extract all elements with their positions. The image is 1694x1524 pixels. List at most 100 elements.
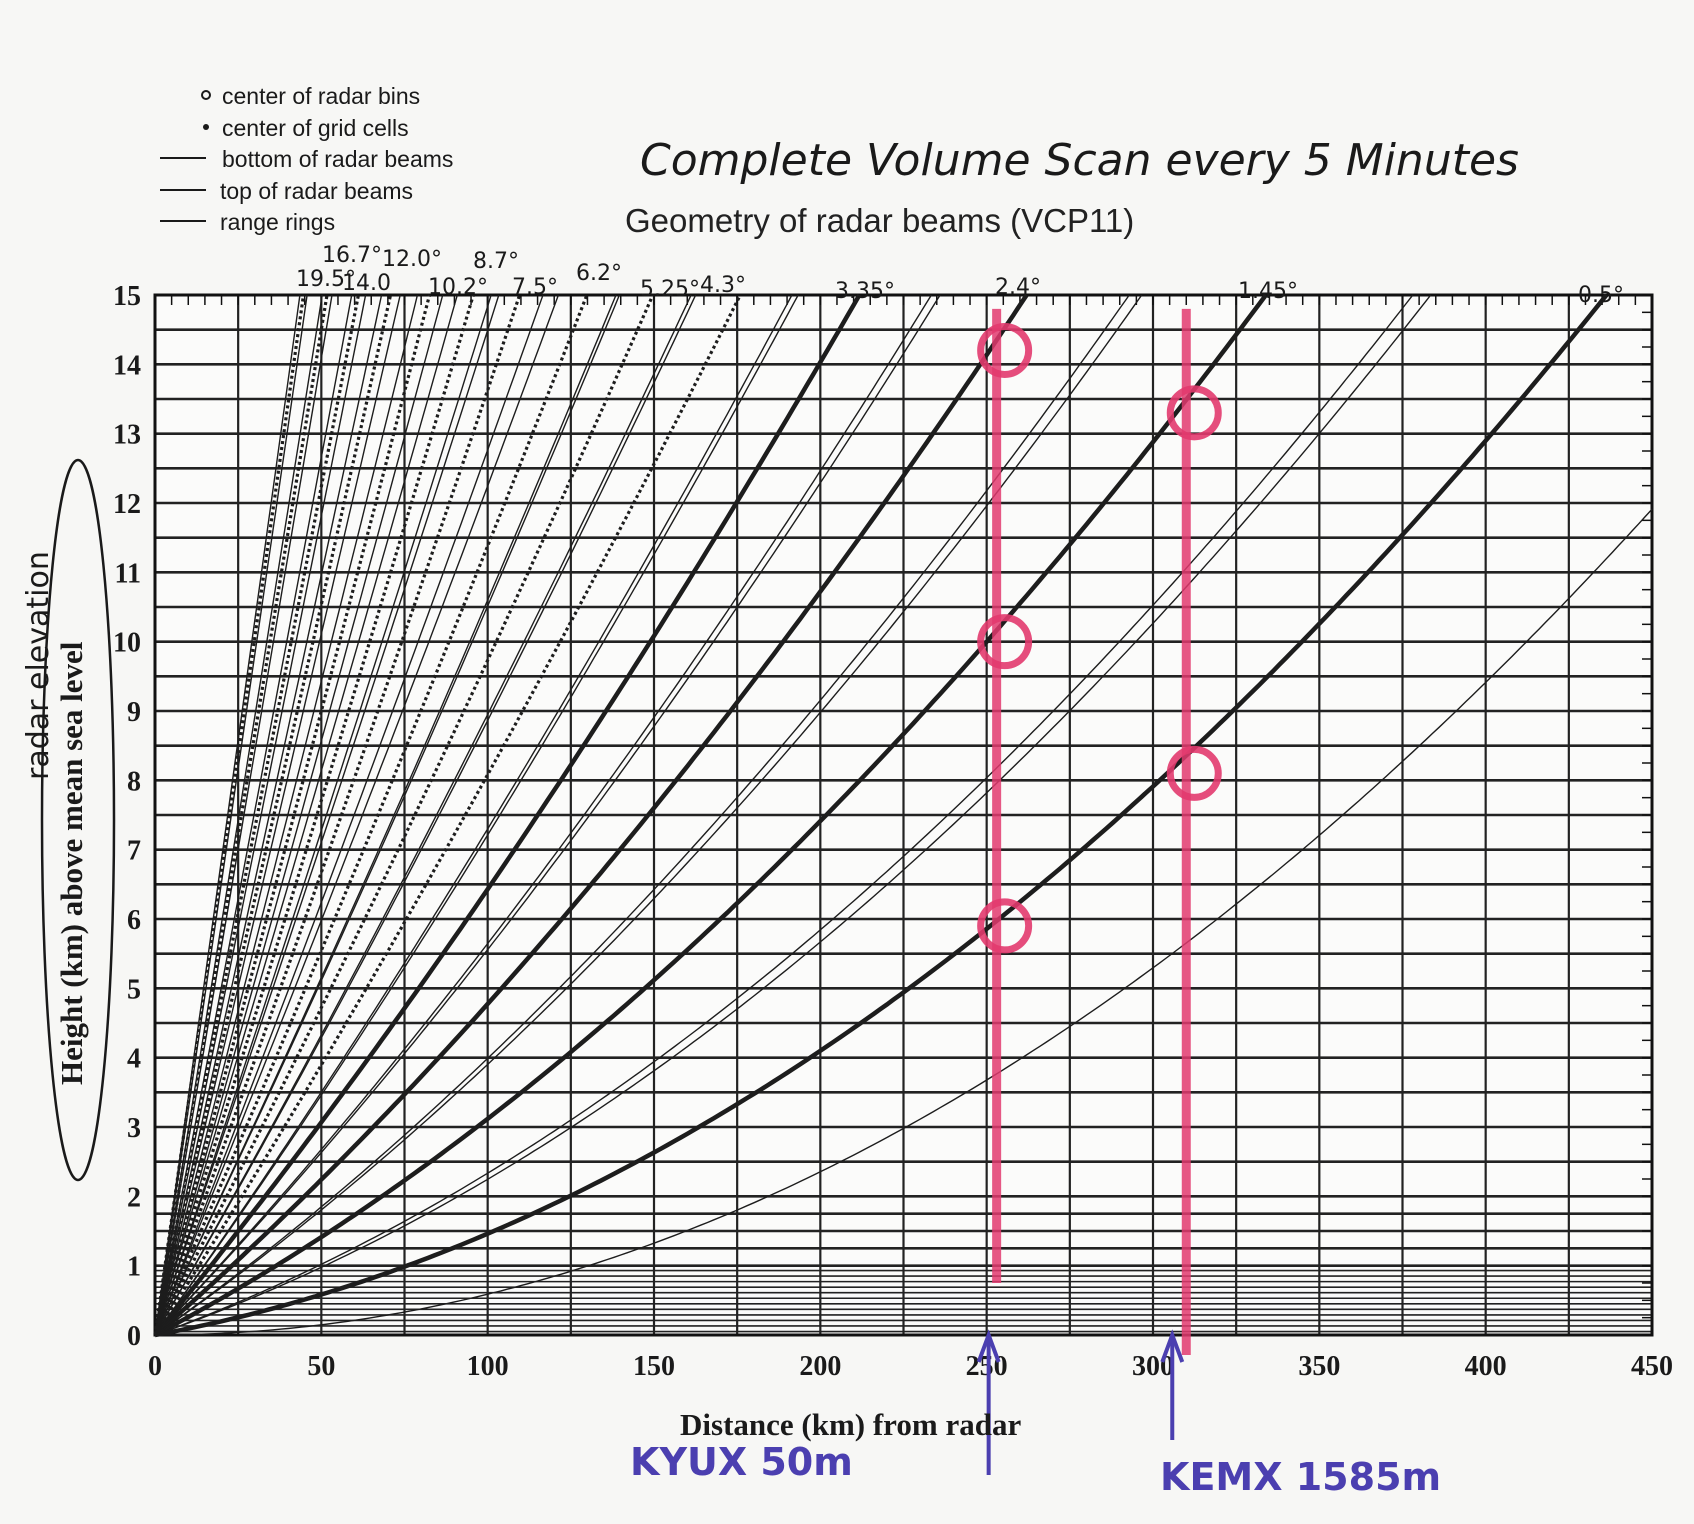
x-tick-label: 300 (1132, 1351, 1174, 1382)
arrow-up-icon (1160, 1329, 1185, 1363)
elevation-angle-label: 19.5° (296, 267, 356, 292)
beam-top-line (154, 294, 932, 1336)
beam-top-line (154, 294, 1414, 1336)
intersection-circle (1166, 385, 1222, 441)
elevation-angle-label: 8.7° (473, 249, 519, 274)
beam-center-line (153, 293, 1268, 1337)
legend-label: range rings (220, 209, 335, 235)
beam-lines (153, 293, 1653, 1338)
beam-top-line (154, 294, 419, 1336)
beam-center-line (153, 294, 522, 1336)
beam-bottom-line (154, 294, 308, 1336)
beam-group (153, 294, 308, 1336)
y-tick-label: 5 (127, 974, 141, 1005)
y-tick-label: 14 (113, 350, 141, 381)
legend-label: top of radar beams (220, 178, 413, 204)
beam-top-line (154, 294, 692, 1336)
beam-group (153, 294, 697, 1336)
beam-group (153, 294, 799, 1336)
intersection-circle (977, 614, 1033, 670)
y-tick-label: 0 (127, 1321, 141, 1352)
legend: center of radar bins center of grid cell… (160, 83, 453, 235)
x-tick-label: 100 (467, 1351, 509, 1382)
beam-top-line (154, 294, 458, 1336)
legend-item: top of radar beams (160, 178, 413, 204)
station-label: KEMX 1585m (1160, 1455, 1441, 1499)
beam-bottom-line (155, 508, 1653, 1336)
intersection-circle (977, 898, 1033, 954)
beam-group (153, 293, 941, 1337)
beam-group (153, 294, 544, 1336)
legend-label: center of radar bins (222, 83, 420, 109)
beam-center-line (153, 293, 862, 1337)
x-tick-label: 450 (1631, 1351, 1673, 1382)
beam-group (153, 294, 367, 1336)
elevation-angle-label: 5.25° (640, 277, 700, 302)
plot-frame (153, 293, 1654, 1337)
x-tick-label: 350 (1298, 1351, 1340, 1382)
intersection-circle (977, 322, 1033, 378)
elevation-angle-label: 7.5° (512, 275, 558, 300)
x-tick-label: 150 (633, 1351, 675, 1382)
beam-bottom-line (154, 294, 444, 1336)
elevation-angle-label: 2.4° (995, 275, 1041, 300)
legend-label: center of grid cells (222, 115, 409, 141)
x-tick-label: 200 (799, 1351, 841, 1382)
y-tick-label: 12 (113, 489, 141, 520)
beam-top-line (154, 294, 353, 1336)
station-annotations: KYUX 50m KEMX 1585m (630, 308, 1441, 1499)
grid (153, 293, 1654, 1335)
beam-center-line (153, 294, 393, 1336)
side-annotation: radar elevation (21, 551, 56, 780)
legend-item: center of grid cells (203, 115, 409, 141)
y-tick-label: 8 (127, 766, 141, 797)
beam-center-line (153, 294, 742, 1336)
beam-bottom-line (154, 294, 941, 1336)
y-tick-label: 15 (113, 281, 141, 312)
elevation-angle-label: 12.0° (382, 247, 442, 272)
chart-title: Geometry of radar beams (VCP11) (625, 202, 1134, 239)
beam-bottom-line (154, 294, 1432, 1336)
beam-center-line (153, 294, 306, 1336)
axis-ticks: 0501001502002503003504004500123456789101… (113, 281, 1673, 1382)
beam-group (153, 293, 1432, 1337)
y-tick-label: 2 (127, 1182, 141, 1213)
ylabel-ellipse (40, 458, 116, 1182)
beam-center-line (154, 293, 1609, 1338)
y-tick-label: 13 (113, 420, 141, 451)
y-tick-label: 3 (127, 1113, 141, 1144)
y-axis-label: Height (km) above mean sea level (54, 641, 89, 1085)
legend-item: center of radar bins (201, 83, 420, 109)
beam-center-line (153, 294, 655, 1336)
beam-bottom-line (154, 294, 697, 1336)
y-tick-label: 1 (127, 1252, 141, 1283)
y-tick-label: 4 (127, 1044, 141, 1075)
legend-item: bottom of radar beams (160, 146, 453, 172)
beam-top-line (154, 294, 617, 1336)
y-tick-label: 10 (113, 628, 141, 659)
beam-group (154, 293, 1653, 1338)
beam-bottom-line (154, 294, 333, 1336)
beam-bottom-line (154, 294, 367, 1336)
handwritten-title: Complete Volume Scan every 5 Minutes (640, 135, 1519, 186)
legend-marker-icon (203, 124, 209, 130)
elevation-angle-labels: 19.5°16.7° 14.012.0° 10.2°8.7°7.5° 6.2° 5.25… (296, 243, 1624, 308)
y-tick-label: 11 (115, 558, 141, 589)
y-tick-label: 7 (127, 836, 141, 867)
station-annotation: KYUX 50m (630, 308, 1033, 1484)
elevation-angle-label: 3.35° (835, 279, 895, 304)
beam-center-line (153, 293, 1029, 1337)
beam-top-line (154, 294, 793, 1336)
beam-bottom-line (154, 294, 544, 1336)
beam-group (153, 293, 1143, 1337)
beam-top-line (154, 294, 560, 1336)
x-tick-label: 0 (148, 1351, 162, 1382)
elevation-angle-label: 14.0 (342, 271, 391, 296)
beam-group (153, 294, 444, 1336)
beam-top-line (154, 294, 323, 1336)
beam-group (153, 294, 401, 1336)
beam-center-line (153, 294, 475, 1336)
beam-center-line (153, 294, 329, 1336)
